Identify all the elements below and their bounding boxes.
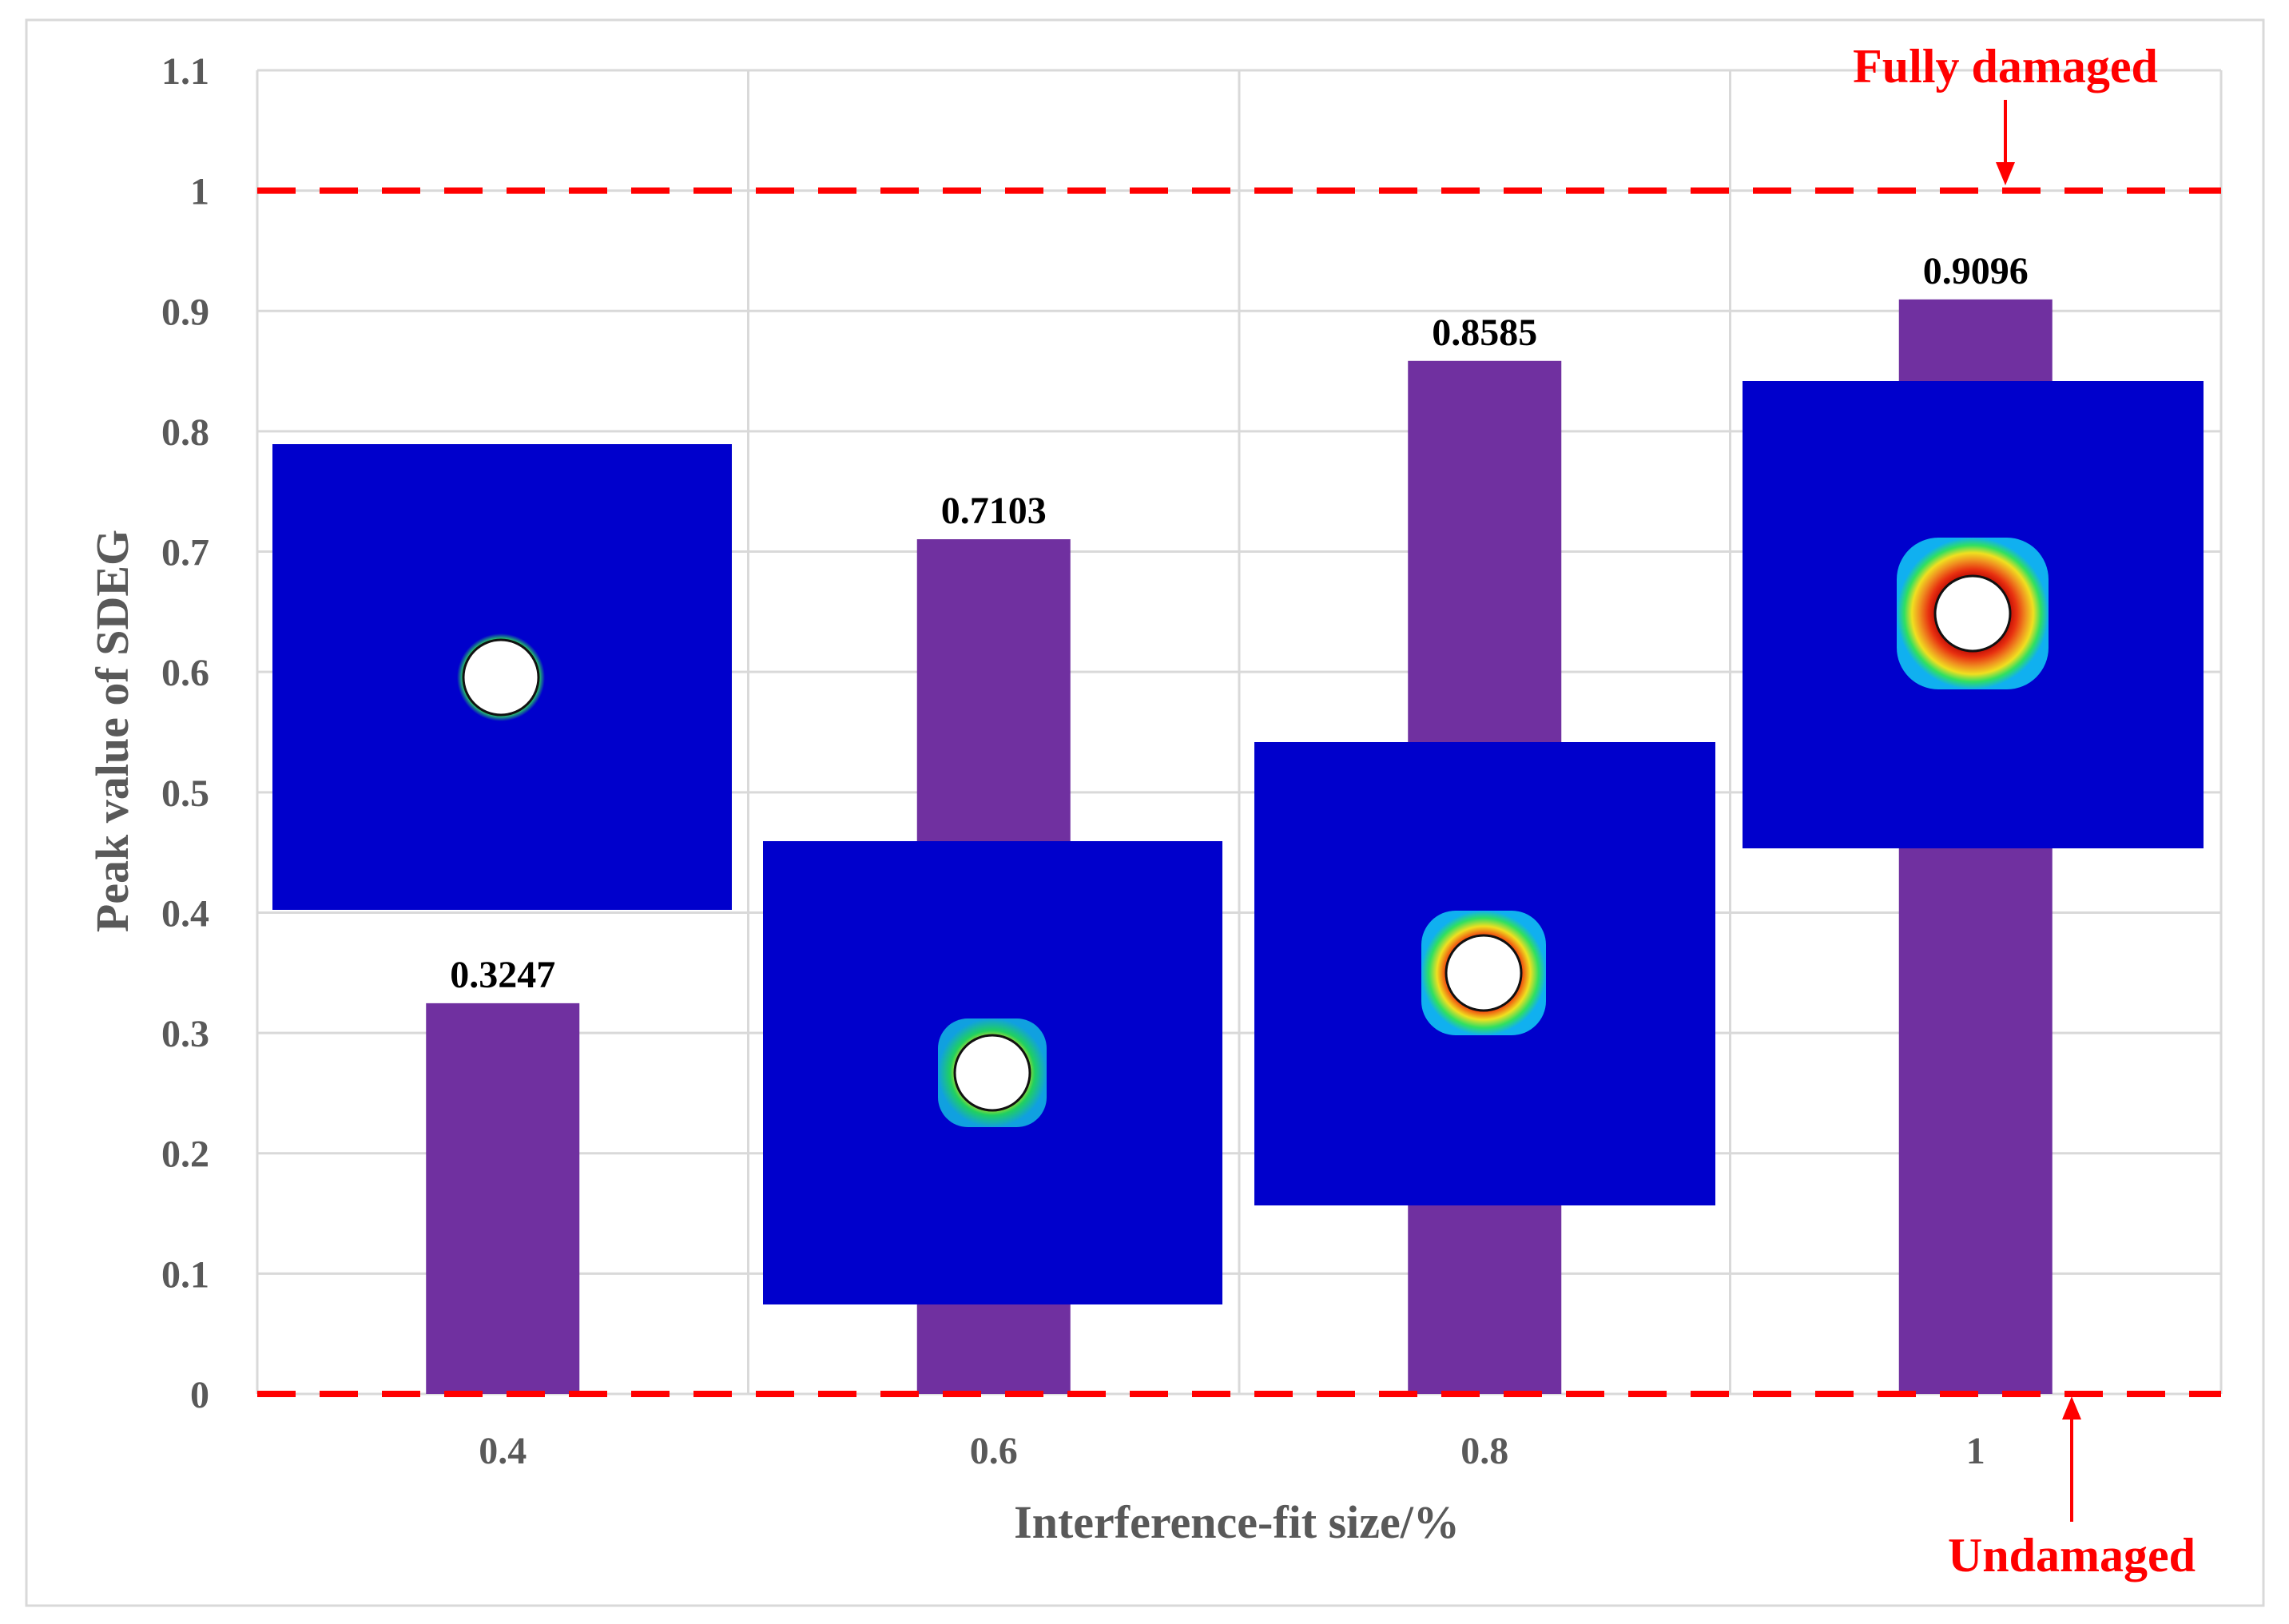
y-tick-label: 0.6: [161, 652, 209, 694]
y-tick-label: 0.1: [161, 1253, 209, 1296]
y-axis-title: Peak value of SDEG: [86, 530, 138, 932]
fastener-hole: [953, 1034, 1031, 1112]
reference-lines: [257, 187, 2221, 1397]
data-label: 0.3247: [450, 954, 555, 996]
fastener-hole: [1445, 934, 1523, 1012]
y-tick-label: 0.4: [161, 892, 209, 935]
y-tick-label: 1.1: [161, 50, 209, 93]
fully-damaged-label: Fully damaged: [1853, 40, 2158, 93]
x-axis-ticks: 0.4 0.6 0.8 1: [479, 1430, 1985, 1472]
fully-damaged-arrowhead: [1996, 162, 2015, 185]
data-labels: 0.3247 0.7103 0.8585 0.9096: [450, 250, 2029, 996]
undamaged-arrowhead: [2062, 1396, 2081, 1420]
x-tick-label: 0.8: [1460, 1430, 1508, 1472]
y-tick-label: 0: [190, 1374, 209, 1416]
x-axis-title: Interference-fit size/%: [1014, 1496, 1460, 1548]
data-label: 0.9096: [1923, 250, 2029, 292]
x-tick-label: 0.6: [970, 1430, 1018, 1472]
y-tick-label: 0.3: [161, 1013, 209, 1055]
y-tick-label: 0.7: [161, 532, 209, 574]
x-tick-label: 0.4: [479, 1430, 527, 1472]
y-tick-label: 0.9: [161, 291, 209, 333]
undamaged-label: Undamaged: [1948, 1529, 2196, 1582]
data-label: 0.7103: [941, 490, 1047, 532]
figure-border: [25, 18, 2265, 1607]
y-axis-ticks: 0 0.1 0.2 0.3 0.4 0.5 0.6 0.7 0.8 0.9 1 1.1: [161, 50, 209, 1416]
fastener-hole: [462, 638, 540, 717]
y-tick-label: 0.5: [161, 772, 209, 815]
x-tick-label: 1: [1966, 1430, 1985, 1472]
y-tick-label: 1: [190, 171, 209, 213]
bar: [426, 1003, 580, 1394]
contour-insets: [272, 381, 2204, 1304]
y-tick-label: 0.2: [161, 1134, 209, 1176]
y-tick-label: 0.8: [161, 411, 209, 454]
fastener-hole: [1933, 574, 2012, 653]
data-label: 0.8585: [1432, 312, 1537, 354]
